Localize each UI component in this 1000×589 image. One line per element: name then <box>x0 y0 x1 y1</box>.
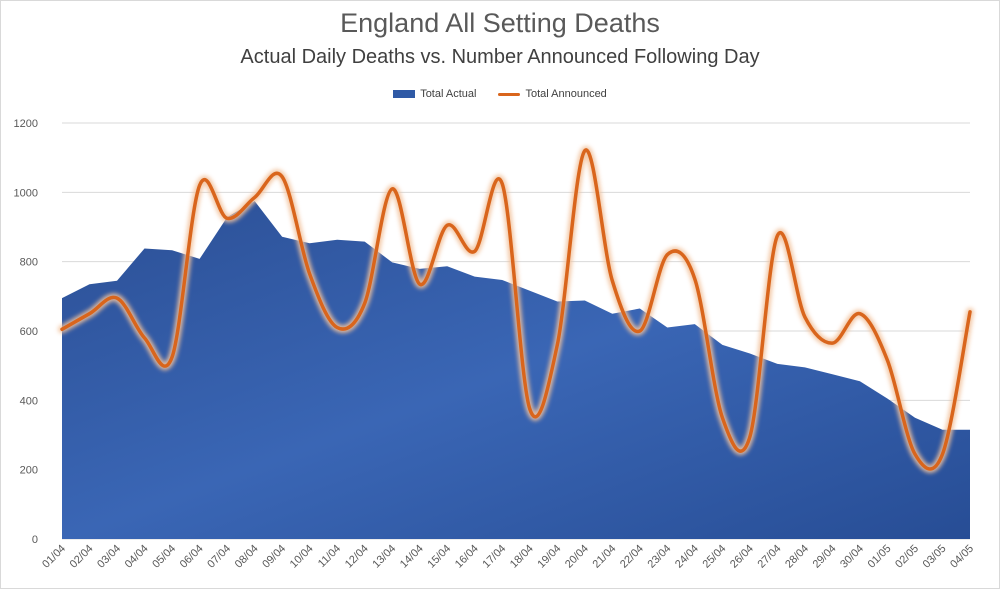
x-tick-label: 30/04 <box>838 543 866 571</box>
x-tick-label: 05/04 <box>150 543 178 571</box>
x-tick-label: 28/04 <box>783 543 811 571</box>
x-tick-label: 27/04 <box>756 543 784 571</box>
x-tick-label: 18/04 <box>508 543 536 571</box>
legend-swatch-line <box>498 92 521 96</box>
x-tick-label: 21/04 <box>590 543 618 571</box>
x-tick-label: 03/04 <box>95 543 123 571</box>
x-tick-label: 29/04 <box>811 543 839 571</box>
x-tick-label: 22/04 <box>618 543 646 571</box>
x-tick-label: 23/04 <box>646 543 674 571</box>
x-tick-label: 03/05 <box>921 543 949 571</box>
y-tick-label: 400 <box>20 395 38 407</box>
x-tick-label: 17/04 <box>480 543 508 571</box>
legend-label-total-actual: Total Actual <box>420 88 477 100</box>
y-tick-label: 800 <box>20 257 38 269</box>
x-tick-label: 01/04 <box>40 543 68 571</box>
x-tick-label: 04/04 <box>123 543 151 571</box>
x-tick-label: 26/04 <box>728 543 756 571</box>
y-tick-label: 0 <box>32 534 38 546</box>
x-tick-label: 02/04 <box>68 543 96 571</box>
x-tick-label: 13/04 <box>370 543 398 571</box>
y-tick-label: 1200 <box>14 118 38 130</box>
x-tick-label: 20/04 <box>563 543 591 571</box>
x-tick-label: 25/04 <box>701 543 729 571</box>
x-tick-label: 09/04 <box>260 543 288 571</box>
chart-legend: Total Actual Total Announced <box>0 88 1000 100</box>
legend-item-total-announced: Total Announced <box>498 88 607 100</box>
legend-label-total-announced: Total Announced <box>525 88 607 100</box>
chart-subtitle: Actual Daily Deaths vs. Number Announced… <box>240 46 760 68</box>
series-area-total-actual <box>62 201 970 539</box>
x-tick-label: 14/04 <box>398 543 426 571</box>
x-tick-label: 04/05 <box>948 543 976 571</box>
x-tick-label: 15/04 <box>425 543 453 571</box>
x-tick-label: 01/05 <box>866 543 894 571</box>
chart-title: England All Setting Deaths <box>340 8 660 38</box>
x-tick-label: 08/04 <box>233 543 261 571</box>
y-tick-label: 200 <box>20 465 38 477</box>
legend-swatch-area <box>393 90 416 98</box>
x-tick-label: 24/04 <box>673 543 701 571</box>
y-tick-label: 1000 <box>14 187 38 199</box>
x-tick-label: 19/04 <box>535 543 563 571</box>
x-tick-label: 10/04 <box>288 543 316 571</box>
y-tick-label: 600 <box>20 326 38 338</box>
x-tick-label: 11/04 <box>316 543 343 570</box>
x-tick-label: 12/04 <box>343 543 371 571</box>
x-tick-label: 02/05 <box>893 543 921 571</box>
legend-item-total-actual: Total Actual <box>393 88 476 100</box>
x-tick-label: 07/04 <box>205 543 233 571</box>
x-tick-label: 06/04 <box>178 543 206 571</box>
series-line-total-announced <box>60 148 972 471</box>
x-tick-label: 16/04 <box>453 543 481 571</box>
